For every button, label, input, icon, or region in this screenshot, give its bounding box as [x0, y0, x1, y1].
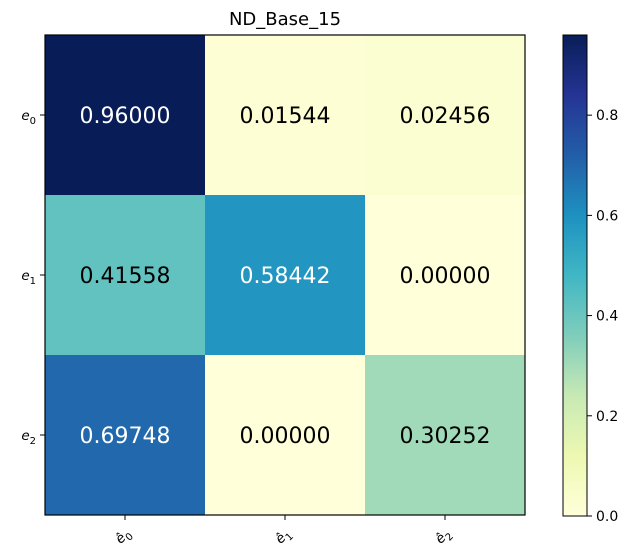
cell-value-label: 0.02456	[400, 104, 491, 129]
colorbar: 0.0 0.2 0.4 0.6 0.8	[562, 34, 618, 525]
heatmap-cell	[45, 35, 205, 195]
x-axis-ticks: ê0 ê1 ê2	[112, 515, 456, 550]
cell-value-label: 0.01544	[240, 104, 331, 129]
colorbar-tick-label: 0.2	[596, 409, 618, 425]
heatmap-cell	[45, 195, 205, 355]
colorbar-tick-label: 0.6	[596, 208, 618, 224]
heatmap-cell	[365, 195, 525, 355]
cell-value-label: 0.69748	[80, 424, 171, 449]
heatmap-cell	[205, 355, 365, 515]
heatmap-cells	[45, 35, 525, 515]
y-tick-label: e0	[21, 108, 36, 127]
x-tick-label: ê2	[432, 526, 456, 550]
x-tick-label: ê0	[112, 526, 136, 550]
y-tick-label: e2	[21, 428, 36, 447]
cell-value-label: 0.58442	[240, 264, 331, 289]
heatmap-cell	[45, 355, 205, 515]
colorbar-tick-label: 0.8	[596, 108, 618, 124]
cell-value-label: 0.00000	[240, 424, 331, 449]
cell-value-label: 0.96000	[80, 104, 171, 129]
heatmap-cell	[205, 35, 365, 195]
colorbar-tick-label: 0.0	[596, 509, 618, 525]
cell-value-labels: 0.96000 0.01544 0.02456 0.41558 0.58442 0.000…	[80, 104, 491, 449]
chart-title: ND_Base_15	[229, 9, 341, 30]
cell-value-label: 0.30252	[400, 424, 491, 449]
colorbar-ticks: 0.0 0.2 0.4 0.6 0.8	[587, 108, 618, 525]
colorbar-tick-label: 0.4	[596, 309, 618, 325]
heatmap-cell	[365, 35, 525, 195]
cell-value-label: 0.41558	[80, 264, 171, 289]
y-axis-ticks: e0 e1 e2	[21, 108, 45, 447]
y-tick-label: e1	[21, 268, 36, 287]
x-tick-label: ê1	[272, 526, 296, 550]
heatmap-cell	[365, 355, 525, 515]
colorbar-gradient	[562, 34, 588, 517]
heatmap-cell	[205, 195, 365, 355]
cell-value-label: 0.00000	[400, 264, 491, 289]
